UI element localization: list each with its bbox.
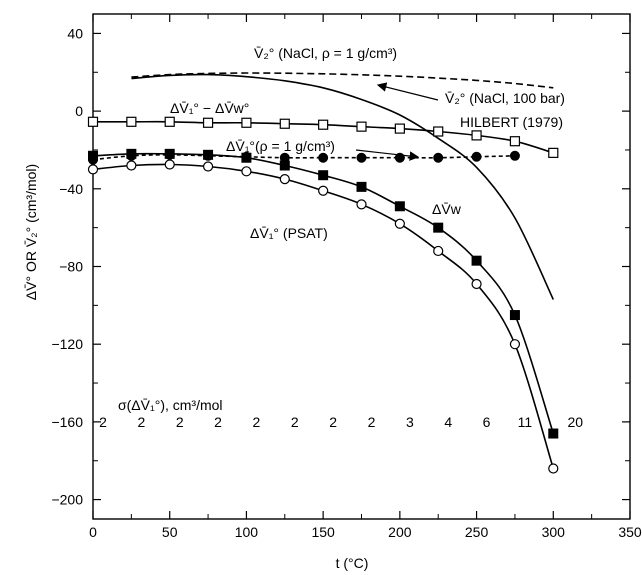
y-axis: 40 0 −40 −80 −120 −160 −200 bbox=[51, 25, 630, 508]
point-dv1-rho-225 bbox=[433, 152, 444, 163]
point-dv1-minus-dvw-25 bbox=[126, 116, 137, 127]
series-v2-nacl-rho bbox=[131, 72, 554, 89]
x-tick-label-350: 350 bbox=[618, 524, 642, 540]
point-dv1-minus-dvw-250 bbox=[471, 130, 482, 141]
point-dvw-100 bbox=[241, 152, 252, 163]
point-dv1-psat-25 bbox=[126, 160, 137, 171]
x-tick-label-200: 200 bbox=[388, 524, 412, 540]
point-dv1-minus-dvw-150 bbox=[318, 119, 329, 130]
point-dv1-minus-dvw-0 bbox=[87, 116, 99, 127]
point-dv1-psat-200 bbox=[394, 218, 405, 229]
sigma-value-50: 2 bbox=[176, 414, 184, 430]
point-dv1-minus-dvw-75 bbox=[202, 117, 214, 128]
point-dv1-psat-125 bbox=[279, 173, 290, 185]
series-dvw bbox=[88, 148, 559, 439]
point-dvw-200 bbox=[394, 201, 405, 212]
sigma-value-0: 2 bbox=[99, 414, 107, 430]
point-dv1-rho-150 bbox=[318, 152, 329, 163]
x-tick-label-150: 150 bbox=[311, 524, 335, 540]
point-dvw-25 bbox=[126, 148, 137, 159]
x-tick-label-0: 0 bbox=[89, 524, 97, 540]
series-layer bbox=[87, 72, 559, 474]
y-tick-label--80: −80 bbox=[59, 259, 83, 275]
point-dv1-rho-250 bbox=[471, 151, 482, 162]
point-dv1-minus-dvw-125 bbox=[279, 118, 290, 129]
arrow-dv1-rho bbox=[355, 149, 420, 161]
point-dvw-250 bbox=[471, 255, 482, 266]
series-label-dvw: ΔV̄w bbox=[432, 201, 462, 217]
y-axis-title: ΔV̄° OR V̄₂° (cm³/mol) bbox=[23, 164, 39, 300]
hilbert-label: HILBERT (1979) bbox=[460, 114, 563, 130]
sigma-label: σ(ΔV̄₁°), cm³/mol bbox=[118, 397, 223, 413]
arrow-v2-nacl-100bar bbox=[376, 82, 439, 101]
point-dv1-psat-300 bbox=[548, 463, 559, 474]
point-dvw-150 bbox=[318, 170, 329, 181]
y-tick-label-40: 40 bbox=[67, 25, 83, 41]
y-tick-label--200: −200 bbox=[51, 492, 83, 508]
series-label-v2-nacl-100bar: V̄₂° (NaCl, 100 bar) bbox=[445, 90, 565, 106]
point-dvw-75 bbox=[203, 149, 214, 160]
series-label-dv1-minus-dvw: ΔV̄₁° − ΔV̄w° bbox=[170, 100, 249, 116]
series-line-dv1-rho bbox=[92, 153, 515, 161]
point-dv1-psat-100 bbox=[241, 166, 252, 177]
point-dv1-minus-dvw-100 bbox=[241, 117, 252, 128]
point-dvw-300 bbox=[548, 428, 559, 439]
x-tick-label-100: 100 bbox=[235, 524, 259, 540]
x-tick-label-50: 50 bbox=[162, 524, 178, 540]
point-dvw-50 bbox=[164, 148, 175, 159]
point-dvw-275 bbox=[509, 310, 520, 321]
sigma-value-75: 2 bbox=[214, 414, 222, 430]
sigma-value-200: 3 bbox=[406, 414, 414, 430]
x-axis-title: t (°C) bbox=[336, 555, 369, 571]
x-tick-label-300: 300 bbox=[542, 524, 566, 540]
series-dv1-minus-dvw bbox=[87, 116, 559, 158]
sigma-value-100: 2 bbox=[253, 414, 261, 430]
point-dv1-psat-175 bbox=[356, 199, 367, 210]
point-dv1-psat-150 bbox=[318, 185, 329, 196]
series-line-v2-nacl-100bar bbox=[131, 73, 555, 300]
series-label-dv1-psat: ΔV̄₁° (PSAT) bbox=[250, 225, 328, 241]
sigma-values: 2 2 2 2 2 2 2 2 3 4 6 11 20 bbox=[99, 414, 583, 430]
y-tick-label-0: 0 bbox=[75, 103, 83, 119]
point-dv1-minus-dvw-275 bbox=[509, 136, 521, 147]
y-tick-label--40: −40 bbox=[59, 181, 83, 197]
point-dvw-0 bbox=[88, 150, 98, 161]
point-dvw-125 bbox=[279, 160, 290, 171]
series-label-v2-nacl-rho: V̄₂° (NaCl, ρ = 1 g/cm³) bbox=[254, 45, 397, 61]
series-label-dv1-rho: ΔV̄₁°(ρ = 1 g/cm³) bbox=[226, 138, 335, 154]
y-tick-label--120: −120 bbox=[51, 336, 83, 352]
point-dv1-psat-250 bbox=[471, 278, 482, 290]
sigma-value-275: 11 bbox=[518, 414, 533, 430]
sigma-value-300: 20 bbox=[567, 414, 583, 430]
sigma-value-125: 2 bbox=[291, 414, 299, 430]
point-dv1-minus-dvw-225 bbox=[433, 126, 444, 137]
sigma-value-175: 2 bbox=[368, 414, 376, 430]
point-dv1-minus-dvw-175 bbox=[356, 121, 367, 132]
sigma-value-225: 4 bbox=[444, 414, 452, 430]
point-dv1-psat-0 bbox=[87, 164, 99, 175]
x-axis: 0 50 100 150 200 250 300 350 bbox=[89, 14, 642, 540]
point-dv1-rho-275 bbox=[509, 150, 520, 161]
sigma-value-250: 6 bbox=[483, 414, 491, 430]
point-dv1-psat-275 bbox=[509, 339, 521, 350]
series-v2-nacl-100bar bbox=[131, 73, 555, 300]
point-dv1-psat-225 bbox=[433, 245, 444, 257]
point-dv1-minus-dvw-50 bbox=[164, 116, 175, 127]
x-tick-label-250: 250 bbox=[465, 524, 489, 540]
series-line-v2-nacl-rho bbox=[131, 72, 554, 89]
point-dv1-psat-50 bbox=[164, 159, 175, 170]
point-dvw-225 bbox=[433, 222, 444, 233]
point-dv1-rho-175 bbox=[356, 152, 367, 163]
point-dv1-minus-dvw-300 bbox=[548, 147, 559, 158]
series-dv1-psat bbox=[87, 159, 559, 474]
sigma-value-25: 2 bbox=[137, 414, 145, 430]
point-dv1-psat-75 bbox=[202, 161, 214, 172]
point-dv1-minus-dvw-200 bbox=[394, 123, 405, 134]
y-tick-label--160: −160 bbox=[51, 414, 83, 430]
sigma-value-150: 2 bbox=[329, 414, 337, 430]
point-dvw-175 bbox=[356, 181, 367, 192]
